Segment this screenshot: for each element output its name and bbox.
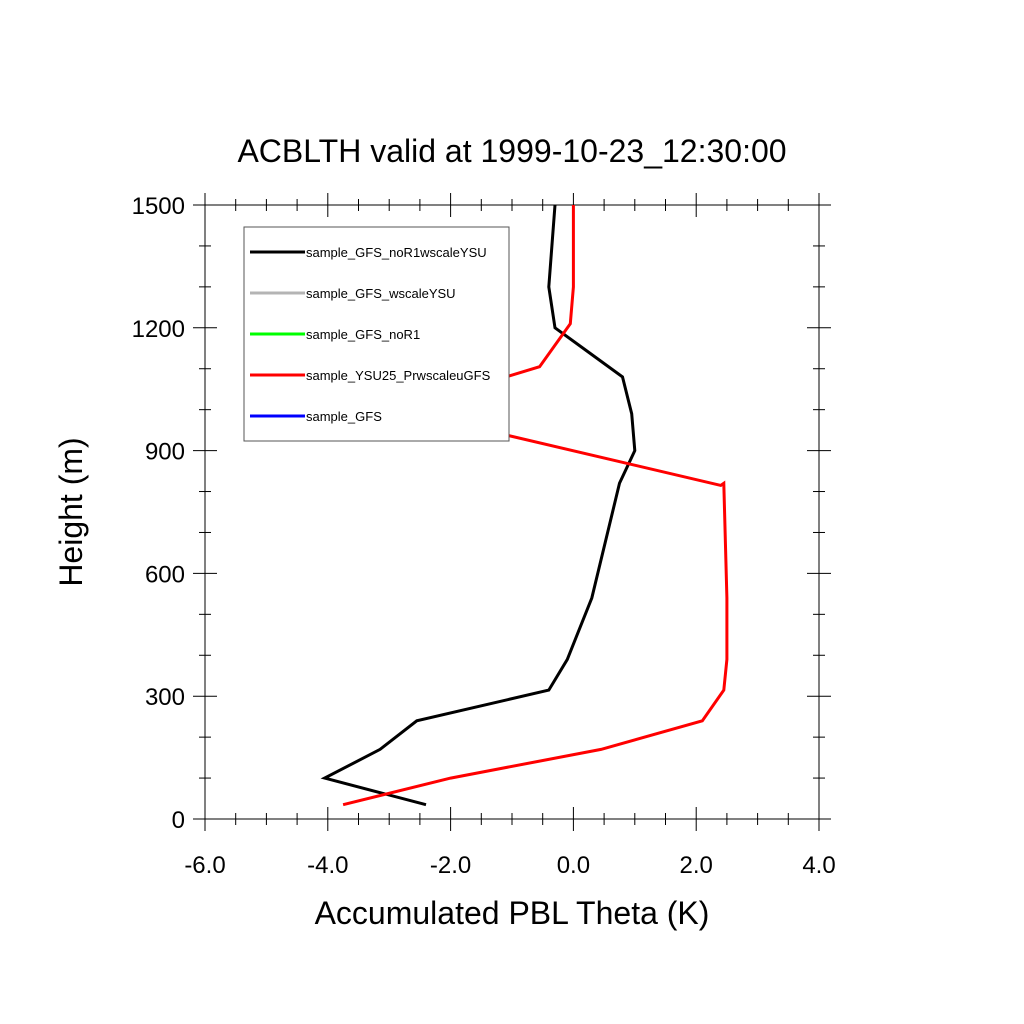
y-tick-label: 900 xyxy=(145,439,185,466)
legend-label: sample_YSU25_PrwscaleuGFS xyxy=(306,368,491,383)
x-tick-label: 4.0 xyxy=(802,852,835,879)
x-tick-label: 0.0 xyxy=(557,852,590,879)
x-tick-labels: -6.0 -4.0 -2.0 0.0 2.0 4.0 xyxy=(184,852,835,879)
y-tick-label: 300 xyxy=(145,684,185,711)
y-tick-label: 600 xyxy=(145,561,185,588)
x-tick-label: -2.0 xyxy=(430,852,471,879)
x-tick-label: -6.0 xyxy=(184,852,225,879)
series-line xyxy=(320,204,637,807)
x-tick-label: 2.0 xyxy=(680,852,713,879)
y-tick-label: 1200 xyxy=(132,316,185,343)
x-axis-label: Accumulated PBL Theta (K) xyxy=(315,895,710,931)
legend: sample_GFS_noR1wscaleYSU sample_GFS_wscal… xyxy=(243,226,510,442)
series-lines xyxy=(320,204,729,807)
legend-label: sample_GFS_noR1 xyxy=(306,327,420,342)
series-line xyxy=(342,205,729,807)
chart-title: ACBLTH valid at 1999-10-23_12:30:00 xyxy=(237,133,786,169)
legend-label: sample_GFS_wscaleYSU xyxy=(306,286,456,301)
plot-frame xyxy=(204,204,820,820)
y-tick-label: 0 xyxy=(172,807,185,834)
x-tick-label: -4.0 xyxy=(307,852,348,879)
y-axis-label: Height (m) xyxy=(53,437,89,586)
legend-label: sample_GFS_noR1wscaleYSU xyxy=(306,245,487,260)
y-tick-label: 1500 xyxy=(132,193,185,220)
legend-label: sample_GFS xyxy=(306,409,382,424)
y-tick-labels: 0 300 600 900 1200 1500 xyxy=(132,193,185,834)
